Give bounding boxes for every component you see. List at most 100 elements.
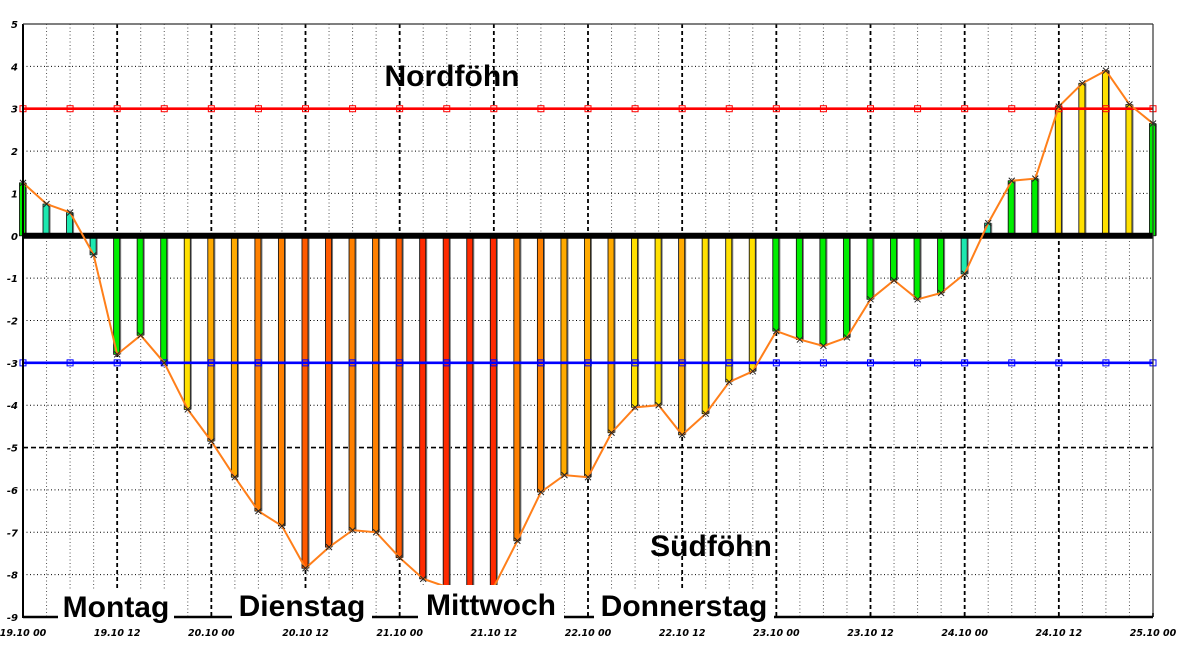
square-marker-icon (819, 105, 827, 113)
label-bg-montag (58, 590, 174, 622)
x-marker-icon (796, 336, 804, 343)
square-marker-icon (160, 359, 168, 367)
square-marker-icon (914, 105, 922, 113)
bar (560, 235, 568, 476)
label-bg-donnerstag (594, 589, 774, 621)
label-bg-dienstag (232, 589, 372, 621)
square-marker-icon (678, 105, 686, 113)
square-marker-icon (772, 359, 780, 367)
x-marker-icon (231, 473, 239, 481)
bar (1007, 180, 1015, 237)
bar (348, 235, 356, 531)
x-marker-icon (207, 437, 215, 445)
y-tick-label: -7 (7, 528, 18, 539)
bar (230, 235, 238, 478)
x-marker-icon (255, 507, 262, 515)
y-tick-label: 0 (11, 232, 18, 243)
y-tick-label: -3 (7, 359, 18, 370)
suedfoehn-label: Südföhn (650, 530, 772, 563)
x-marker-icon (160, 359, 168, 367)
square-marker-icon (1008, 105, 1016, 113)
x-marker-icon (1079, 79, 1086, 87)
x-marker-icon (584, 473, 592, 481)
bar (584, 235, 591, 478)
day-label-dienstag: Dienstag (239, 590, 366, 623)
x-tick-label: 23.10 12 (847, 628, 894, 639)
square-marker-icon (302, 359, 309, 367)
square-marker-icon (207, 359, 215, 367)
x-marker-icon (537, 488, 545, 496)
square-marker-icon (537, 359, 545, 367)
x-marker-icon (867, 295, 874, 303)
x-marker-icon (514, 537, 521, 545)
x-marker-icon (561, 471, 568, 479)
bar (1125, 104, 1133, 237)
x-marker-icon (702, 410, 710, 418)
y-tick-label: 4 (10, 62, 18, 73)
square-marker-icon (1008, 359, 1016, 367)
bar (1078, 82, 1086, 237)
bar (372, 235, 380, 533)
x-marker-icon (66, 209, 74, 216)
x-marker-icon (1031, 175, 1039, 182)
bar (160, 235, 168, 364)
bars (19, 70, 1157, 588)
x-marker-icon (184, 406, 192, 413)
square-marker-icon (819, 359, 827, 367)
bar (183, 235, 191, 410)
y-tick-label: 1 (11, 189, 18, 200)
square-marker-icon (725, 359, 733, 367)
y-tick-label: -9 (7, 613, 18, 624)
bar (278, 235, 285, 527)
bar (795, 235, 803, 340)
bar (489, 235, 497, 588)
square-marker-icon (490, 359, 498, 367)
bar (513, 235, 521, 542)
bar (701, 235, 709, 415)
bar (113, 235, 121, 355)
square-marker-icon (113, 359, 121, 367)
y-tick-label: 5 (11, 20, 18, 31)
x-tick-label: 24.10 12 (1036, 628, 1083, 639)
square-marker-icon (631, 105, 639, 113)
nordfoehn-label: Nordföhn (385, 60, 520, 93)
x-marker-icon (631, 403, 639, 411)
x-marker-icon (137, 331, 145, 339)
square-marker-icon (349, 105, 357, 113)
x-tick-label: 20.10 12 (282, 628, 329, 639)
x-marker-icon (984, 219, 992, 227)
bar (42, 203, 50, 237)
bar (254, 235, 262, 512)
bar (395, 235, 403, 559)
y-tick-label: 3 (11, 105, 18, 116)
x-marker-icon (349, 526, 356, 534)
square-marker-icon (66, 359, 74, 367)
y-axis-ticks: 5 4 3 2 1 0 -1 -2 -3 -4 -5 -6 -7 -8 -9 (7, 20, 18, 624)
square-marker-icon (914, 359, 922, 367)
square-marker-icon (961, 105, 969, 113)
y-tick-label: -4 (7, 401, 18, 412)
bar (1031, 178, 1039, 237)
x-marker-icon (396, 554, 404, 562)
x-tick-label: 19.10 12 (94, 628, 141, 639)
day-label-montag: Montag (63, 591, 170, 624)
x-tick-label: 24.10 00 (941, 628, 988, 639)
square-marker-icon (490, 105, 498, 113)
bar (937, 235, 945, 294)
square-marker-icon (584, 105, 592, 113)
square-marker-icon (867, 359, 874, 367)
x-tick-label: 25.10 00 (1130, 628, 1177, 639)
y-tick-label: -6 (7, 486, 18, 497)
x-marker-icon (678, 431, 686, 439)
bar (325, 235, 332, 548)
bar (1102, 70, 1109, 237)
square-marker-icon (443, 359, 451, 367)
square-marker-icon (1055, 359, 1063, 367)
x-marker-icon (772, 327, 780, 335)
bar (866, 235, 874, 300)
bar (890, 235, 897, 281)
square-marker-icon (396, 105, 404, 113)
x-marker-icon (372, 528, 380, 536)
square-marker-icon (302, 105, 309, 113)
x-marker-icon (937, 289, 945, 297)
